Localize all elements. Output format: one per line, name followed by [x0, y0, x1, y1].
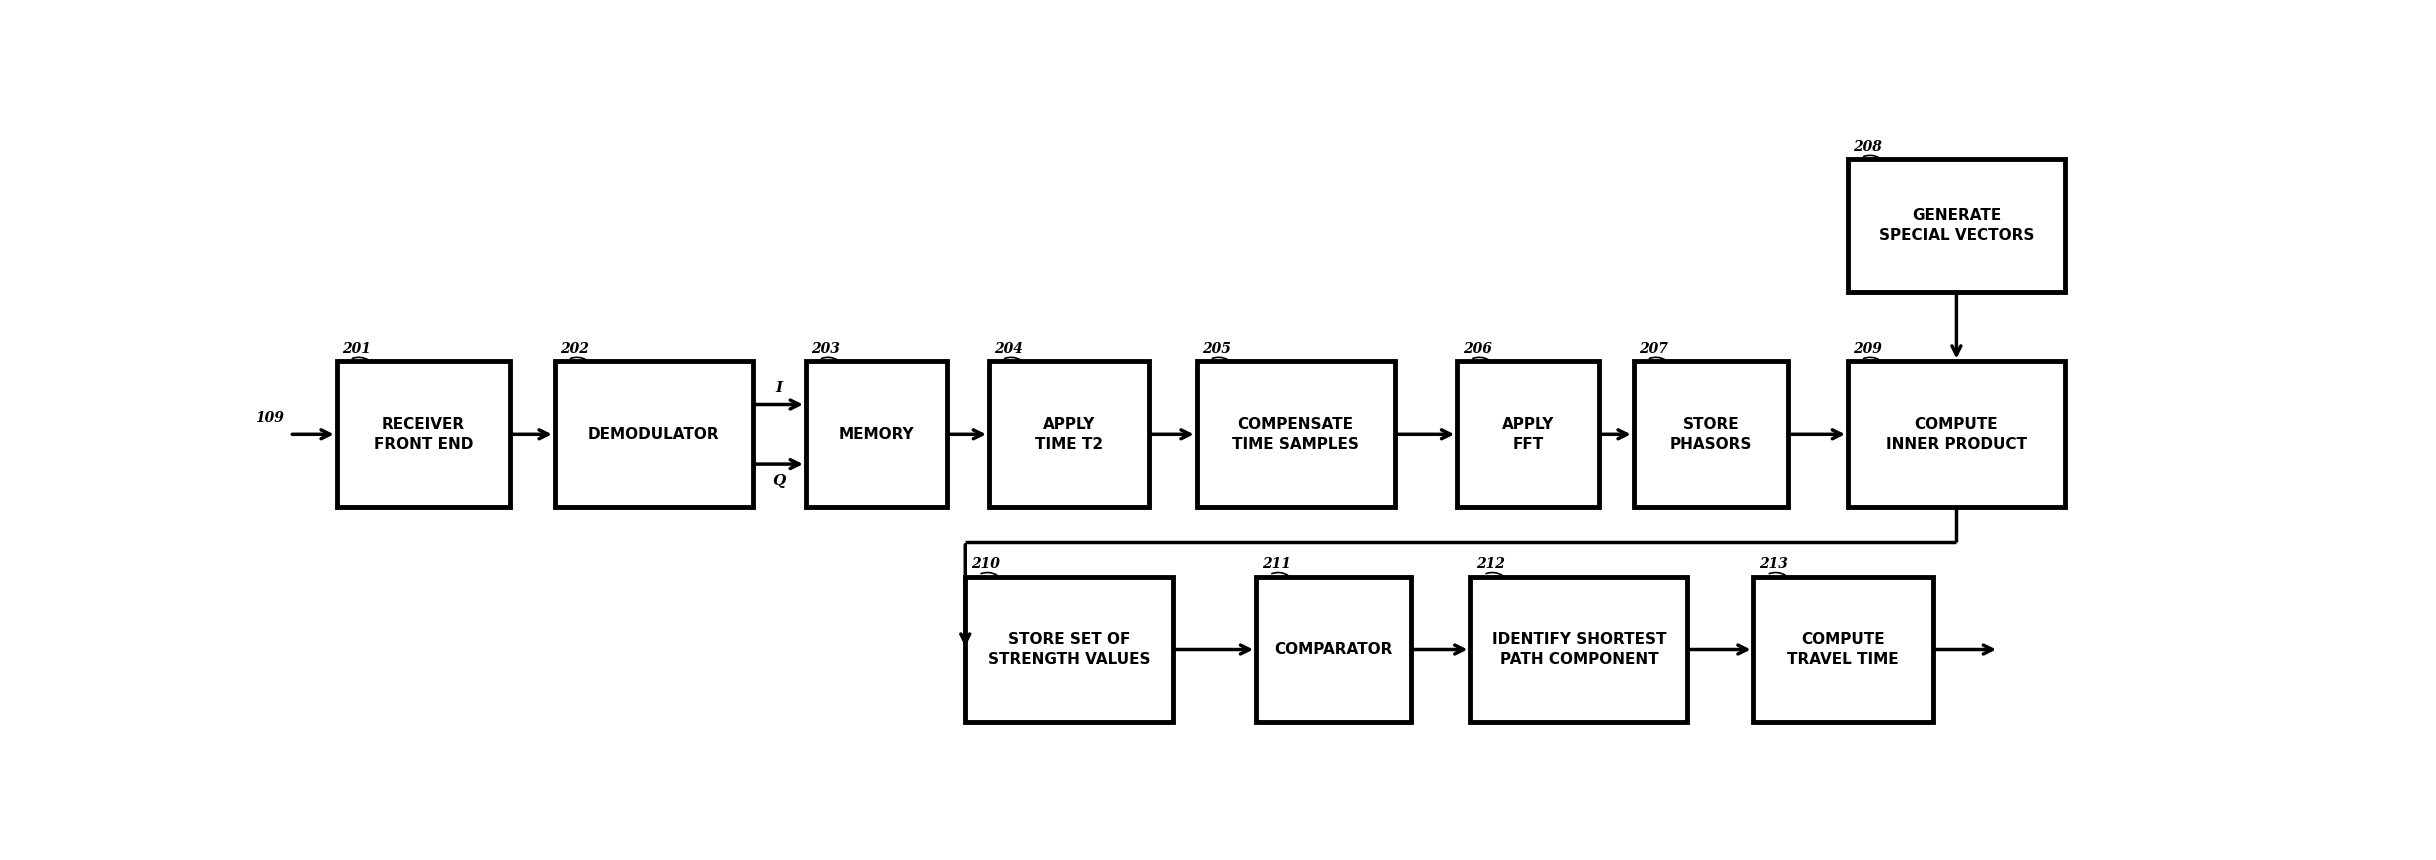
- Bar: [1257, 577, 1410, 722]
- Text: 201: 201: [341, 342, 370, 356]
- Bar: [336, 361, 509, 507]
- Bar: [806, 361, 948, 507]
- Text: COMPUTE
INNER PRODUCT: COMPUTE INNER PRODUCT: [1885, 417, 2027, 452]
- Text: IDENTIFY SHORTEST
PATH COMPONENT: IDENTIFY SHORTEST PATH COMPONENT: [1491, 632, 1666, 666]
- Bar: [555, 361, 753, 507]
- Text: 203: 203: [811, 342, 840, 356]
- Text: 212: 212: [1476, 557, 1505, 571]
- Bar: [989, 361, 1150, 507]
- Bar: [1849, 361, 2066, 507]
- Text: 204: 204: [994, 342, 1023, 356]
- Bar: [1196, 361, 1396, 507]
- Text: STORE SET OF
STRENGTH VALUES: STORE SET OF STRENGTH VALUES: [989, 632, 1150, 666]
- Text: APPLY
FFT: APPLY FFT: [1501, 417, 1554, 452]
- Text: Q: Q: [772, 474, 787, 488]
- Bar: [1457, 361, 1598, 507]
- Text: 213: 213: [1759, 557, 1788, 571]
- Bar: [1754, 577, 1932, 722]
- Text: 207: 207: [1639, 342, 1669, 356]
- Text: 210: 210: [972, 557, 999, 571]
- Text: 109: 109: [256, 411, 283, 425]
- Text: MEMORY: MEMORY: [838, 427, 914, 442]
- Text: DEMODULATOR: DEMODULATOR: [587, 427, 719, 442]
- Text: RECEIVER
FRONT END: RECEIVER FRONT END: [373, 417, 473, 452]
- Text: APPLY
TIME T2: APPLY TIME T2: [1035, 417, 1104, 452]
- Text: 202: 202: [560, 342, 590, 356]
- Bar: [1849, 159, 2066, 292]
- Bar: [965, 577, 1174, 722]
- Text: 211: 211: [1262, 557, 1291, 571]
- Text: COMPARATOR: COMPARATOR: [1274, 642, 1393, 657]
- Text: COMPENSATE
TIME SAMPLES: COMPENSATE TIME SAMPLES: [1233, 417, 1359, 452]
- Text: 209: 209: [1854, 342, 1883, 356]
- Text: 205: 205: [1203, 342, 1230, 356]
- Text: COMPUTE
TRAVEL TIME: COMPUTE TRAVEL TIME: [1788, 632, 1900, 666]
- Text: 208: 208: [1854, 140, 1883, 154]
- Text: GENERATE
SPECIAL VECTORS: GENERATE SPECIAL VECTORS: [1878, 208, 2034, 243]
- Bar: [1471, 577, 1688, 722]
- Text: I: I: [775, 381, 782, 395]
- Bar: [1635, 361, 1788, 507]
- Text: STORE
PHASORS: STORE PHASORS: [1669, 417, 1751, 452]
- Text: 206: 206: [1462, 342, 1491, 356]
